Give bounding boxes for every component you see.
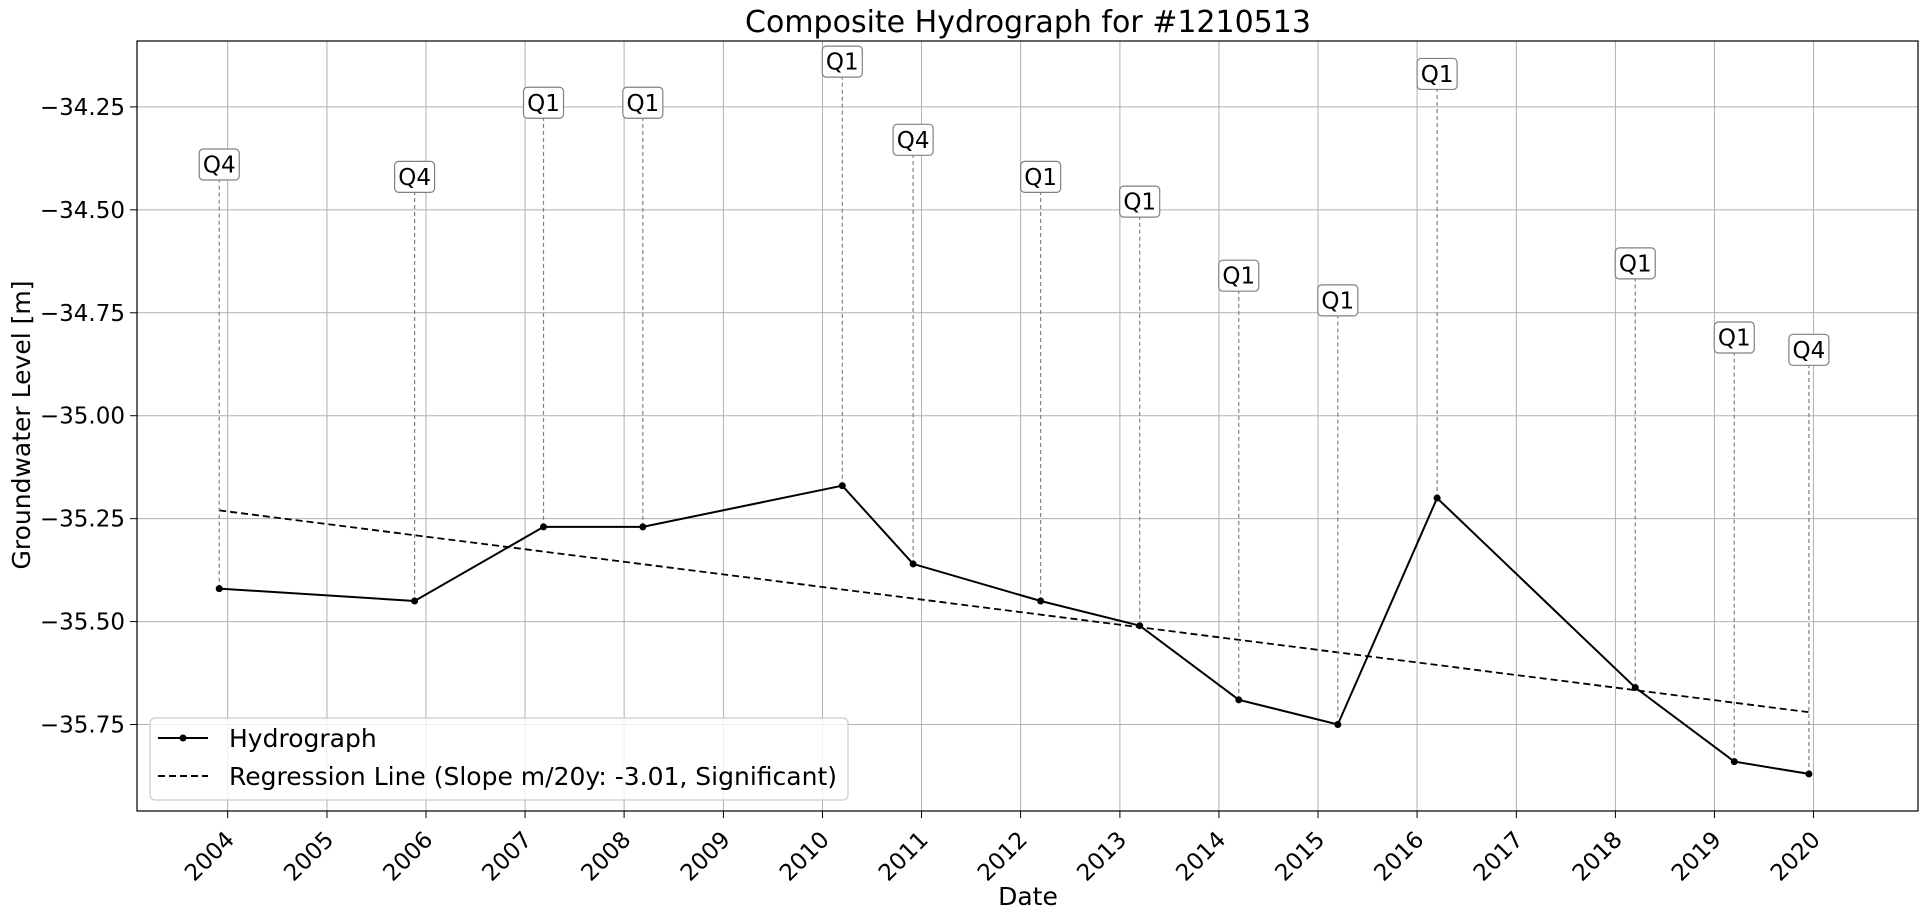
annotation-box xyxy=(394,160,436,193)
hydrograph-point xyxy=(1037,597,1045,605)
hydrograph-point xyxy=(1136,622,1144,630)
annotation-box xyxy=(1788,333,1830,366)
chart-title: Composite Hydrograph for #1210513 xyxy=(745,5,1311,40)
quarter-annotations: Q4 Q4 Q1 Q1 Q1 Q4 Q1 Q1 Q1 Q1 Q1 Q1 Q1 Q4 xyxy=(198,45,1830,774)
hydrograph-point xyxy=(1433,494,1441,502)
hydrograph-point xyxy=(411,597,419,605)
annotation-label: Q4 xyxy=(1793,338,1826,364)
legend-hydrograph-marker xyxy=(179,734,187,742)
legend-hydrograph-label: Hydrograph xyxy=(229,724,377,753)
annotation-box xyxy=(1317,284,1359,317)
plot-frame xyxy=(136,40,1919,812)
hydrograph-point xyxy=(1730,758,1738,766)
hydrograph-point xyxy=(909,560,917,568)
annotation-box xyxy=(1416,57,1458,91)
annotation-label: Q1 xyxy=(1321,288,1354,314)
y-tick-label: −35.00 xyxy=(40,404,125,430)
annotation-label: Q1 xyxy=(1718,325,1751,351)
hydrograph-series xyxy=(215,482,1813,778)
annotation-box xyxy=(1614,247,1656,280)
legend: Hydrograph Regression Line (Slope m/20y:… xyxy=(149,717,849,801)
hydrograph-point xyxy=(1631,683,1639,691)
legend-box xyxy=(149,717,849,801)
annotation-label: Q4 xyxy=(398,165,431,191)
annotation-box xyxy=(1713,321,1755,354)
annotation-label: Q1 xyxy=(1123,190,1156,216)
y-tick-label: −34.25 xyxy=(40,95,125,121)
regression-line xyxy=(219,509,1810,714)
hydrograph-point xyxy=(540,523,548,531)
annotation-box xyxy=(1218,259,1260,292)
y-tick-label: −35.75 xyxy=(40,713,125,739)
annotation-box xyxy=(1119,185,1161,218)
y-tick-label: −34.75 xyxy=(40,301,125,327)
y-axis-label: Groundwater Level [m] xyxy=(7,281,36,570)
legend-regression-label: Regression Line (Slope m/20y: -3.01, Sig… xyxy=(229,762,837,791)
annotation-label: Q4 xyxy=(203,153,236,179)
annotation-box xyxy=(622,86,664,119)
annotation-box xyxy=(522,86,565,119)
annotation-label: Q1 xyxy=(527,91,560,117)
annotation-box xyxy=(892,123,934,156)
annotation-box xyxy=(1020,160,1062,193)
annotation-box xyxy=(198,148,240,181)
annotation-label: Q1 xyxy=(1619,251,1652,277)
annotation-label: Q1 xyxy=(626,91,659,117)
annotation-box xyxy=(821,45,863,78)
hydrograph-point xyxy=(1805,770,1813,778)
x-axis-label: Date xyxy=(998,882,1058,911)
y-tick-label: −35.25 xyxy=(40,507,125,533)
regression-line-layer xyxy=(219,509,1810,714)
annotation-label: Q4 xyxy=(897,128,930,154)
hydrograph-point xyxy=(1235,696,1243,704)
annotation-label: Q1 xyxy=(1421,62,1454,88)
y-tick-label: −35.50 xyxy=(40,610,125,636)
y-tick-label: −34.50 xyxy=(40,198,125,224)
hydrograph-point xyxy=(215,585,223,593)
hydrograph-line xyxy=(219,484,1810,775)
annotation-label: Q1 xyxy=(1222,264,1255,290)
annotation-label: Q1 xyxy=(1024,165,1057,191)
y-axis-ticks: −34.25 −34.50 −34.75 −35.00 −35.25 −35.50 −35.… xyxy=(40,95,137,739)
annotation-label: Q1 xyxy=(826,50,859,76)
hydrograph-point xyxy=(1334,721,1342,729)
hydrograph-point xyxy=(838,482,846,490)
hydrograph-point xyxy=(639,523,647,531)
